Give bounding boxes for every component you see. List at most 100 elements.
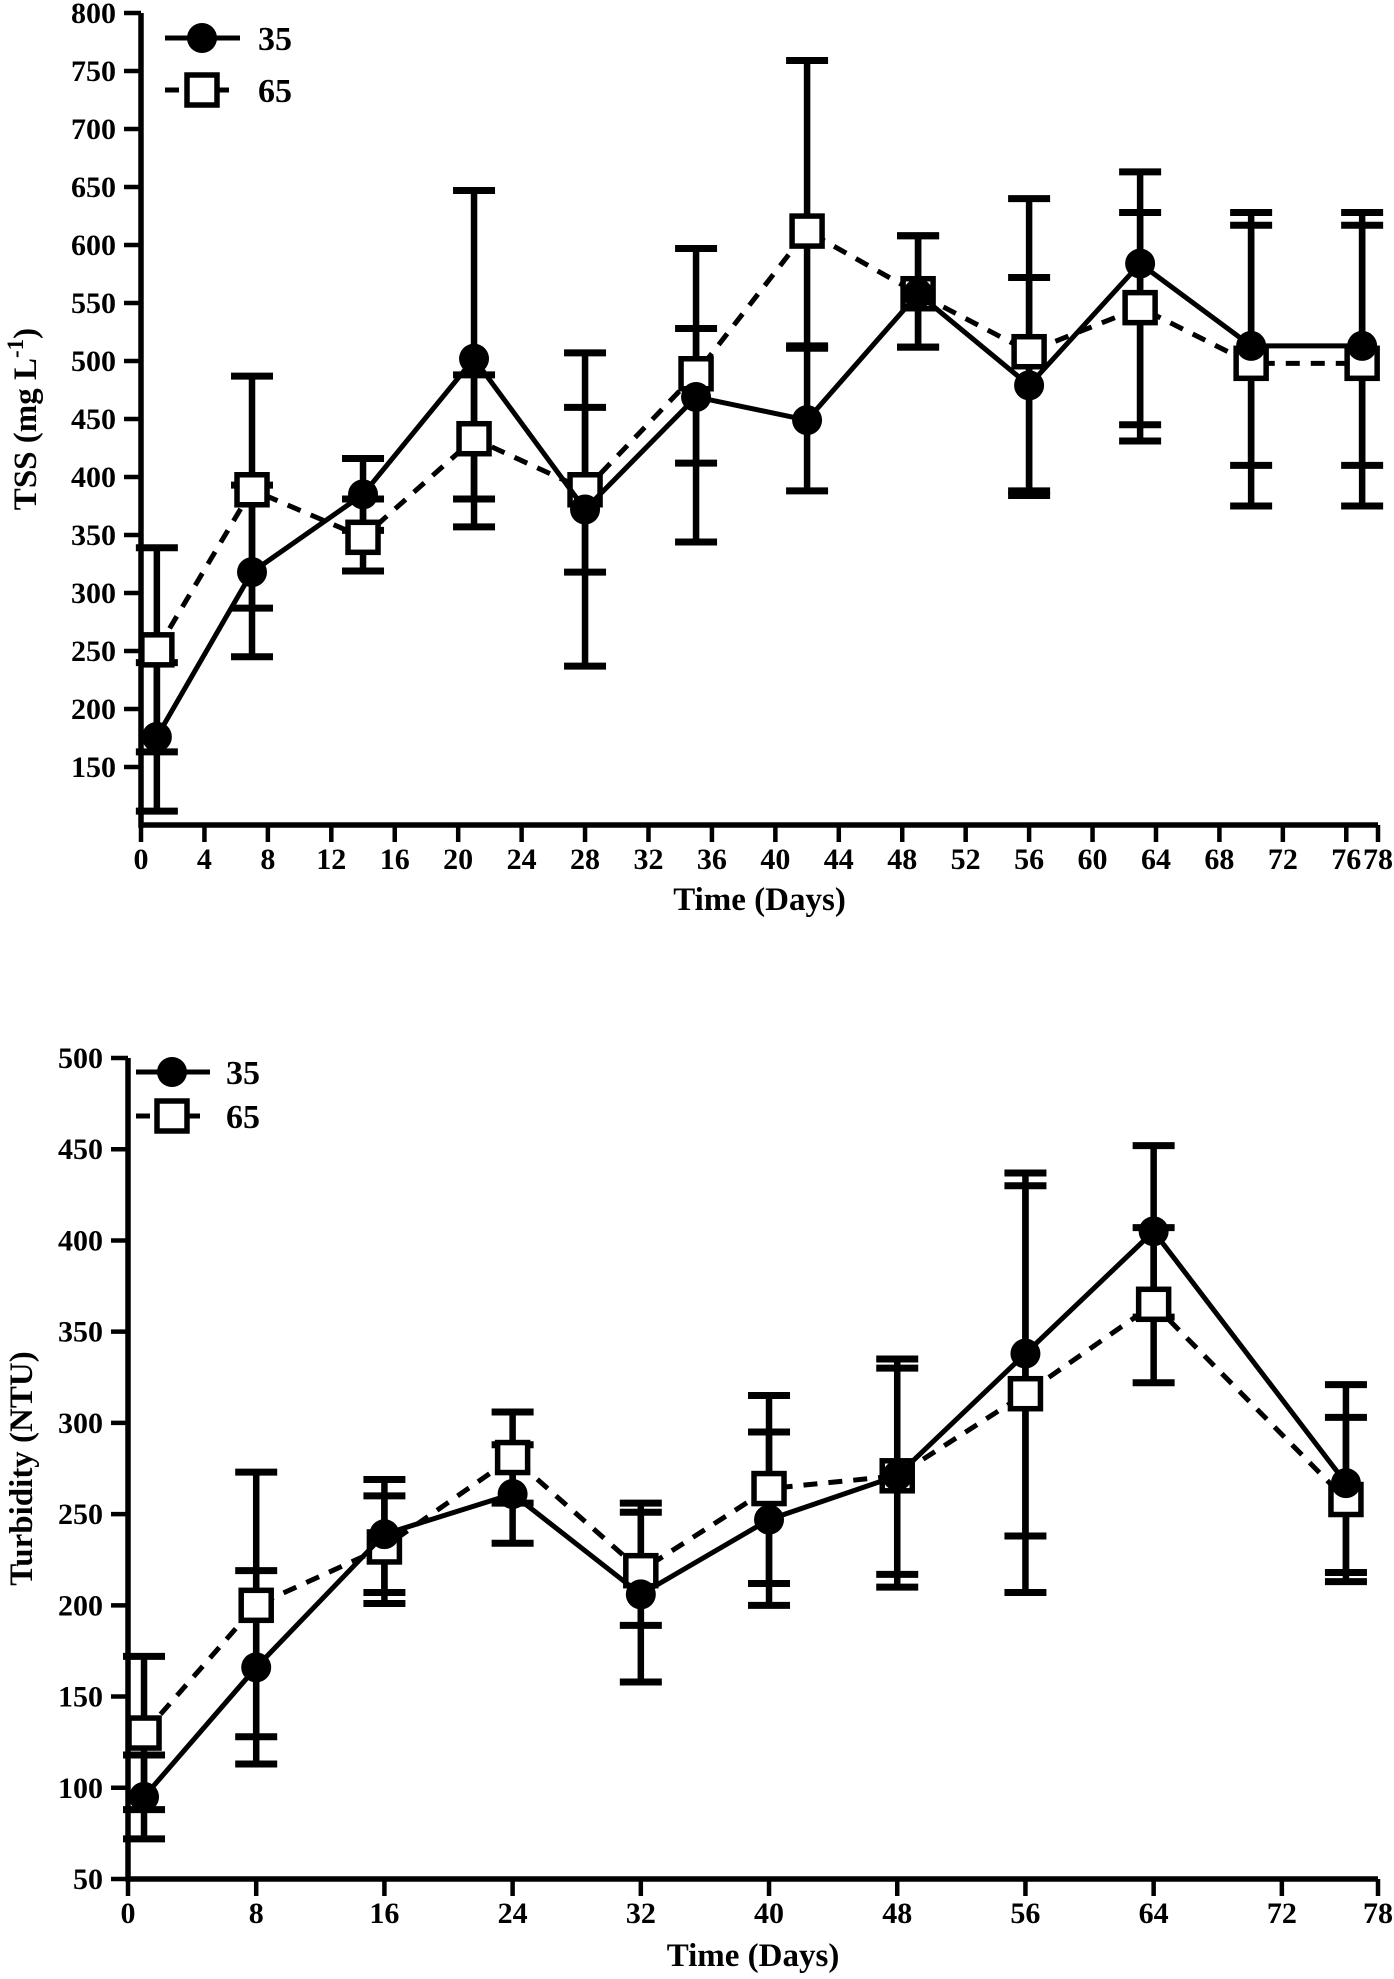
marker-filled-circle bbox=[1014, 370, 1045, 401]
x-tick-label: 56 bbox=[1010, 1897, 1040, 1930]
marker-filled-circle bbox=[241, 1652, 272, 1683]
y-tick-label: 350 bbox=[71, 519, 116, 552]
marker-open-square bbox=[1011, 333, 1047, 370]
x-tick-label: 20 bbox=[443, 843, 473, 876]
x-tick-label: 64 bbox=[1141, 843, 1171, 876]
marker-open-square bbox=[345, 519, 381, 556]
tss-chart: 0 4 8 12 16 20 24 28 32 36 40 44 48 52 56 60 64 68 72 76 781… bbox=[3, 0, 1393, 918]
marker-filled-circle bbox=[882, 1460, 913, 1491]
x-tick-label: 24 bbox=[498, 1897, 528, 1930]
marker-open-square bbox=[126, 1715, 162, 1751]
marker-filled-circle bbox=[625, 1579, 656, 1610]
x-tick-label: 8 bbox=[249, 1897, 264, 1930]
y-tick-label: 400 bbox=[58, 1224, 103, 1257]
y-tick-label: 50 bbox=[73, 1863, 103, 1896]
y-tick-label: 150 bbox=[58, 1681, 103, 1714]
x-axis-title: Time (Days) bbox=[673, 882, 846, 918]
series-line-65 bbox=[142, 1301, 1348, 1735]
legend-label: 35 bbox=[226, 1055, 260, 1092]
marker-open-square bbox=[494, 1439, 531, 1476]
marker-open-square bbox=[238, 1587, 274, 1624]
marker-filled-circle bbox=[792, 405, 823, 436]
x-tick-label: 0 bbox=[121, 1897, 136, 1930]
y-tick-label: 650 bbox=[71, 171, 116, 204]
error-bar bbox=[786, 57, 829, 352]
y-axis-title: Turbidity (NTU) bbox=[4, 1351, 40, 1585]
y-tick-label: 400 bbox=[71, 461, 116, 494]
marker-filled-circle bbox=[1138, 1216, 1169, 1247]
x-tick-label: 16 bbox=[380, 843, 410, 876]
x-tick-label: 78 bbox=[1363, 1897, 1393, 1930]
x-tick-label: 72 bbox=[1268, 843, 1298, 876]
marker-filled-circle bbox=[1347, 330, 1378, 361]
x-tick-label: 68 bbox=[1204, 843, 1234, 876]
x-tick-label: 40 bbox=[754, 1897, 784, 1930]
x-tick-label: 16 bbox=[369, 1897, 399, 1930]
marker-open-square bbox=[184, 72, 220, 108]
marker-open-square bbox=[1122, 289, 1158, 326]
marker-filled-circle bbox=[570, 494, 601, 525]
marker-filled-circle bbox=[459, 343, 490, 374]
marker-filled-circle bbox=[1236, 330, 1267, 361]
y-tick-label: 450 bbox=[58, 1133, 103, 1166]
y-tick-label: 150 bbox=[71, 751, 116, 784]
marker-open-square bbox=[1135, 1286, 1172, 1323]
x-tick-label: 24 bbox=[507, 843, 537, 876]
x-tick-label: 48 bbox=[882, 1897, 912, 1930]
x-tick-label: 12 bbox=[316, 843, 346, 876]
x-tick-label: 60 bbox=[1078, 843, 1108, 876]
marker-filled-circle bbox=[497, 1479, 528, 1510]
x-tick-label: 32 bbox=[626, 1897, 656, 1930]
marker-open-square bbox=[234, 472, 270, 508]
x-axis-title: Time (Days) bbox=[667, 1938, 840, 1974]
series-line-65 bbox=[154, 227, 1363, 652]
y-tick-label: 250 bbox=[71, 635, 116, 668]
series-line-35 bbox=[154, 260, 1363, 739]
marker-filled-circle bbox=[754, 1504, 785, 1535]
y-tick-label: 700 bbox=[71, 113, 116, 146]
y-tick-label: 350 bbox=[58, 1316, 103, 1349]
marker-filled-circle bbox=[1125, 248, 1156, 279]
x-tick-label: 64 bbox=[1139, 1897, 1169, 1930]
legend-label: 65 bbox=[258, 73, 292, 110]
marker-open-square bbox=[456, 420, 492, 457]
turbidity-chart: 0 8 16 24 32 40 48 56 64 72 78 50 100 150 200 250 300 350… bbox=[4, 1042, 1393, 1974]
x-tick-label: 32 bbox=[633, 843, 663, 876]
x-tick-label: 0 bbox=[134, 843, 149, 876]
legend-label: 65 bbox=[226, 1099, 260, 1136]
y-tick-label: 750 bbox=[71, 55, 116, 88]
marker-open-square bbox=[139, 632, 175, 668]
x-tick-label: 4 bbox=[197, 843, 212, 876]
y-tick-label: 800 bbox=[71, 0, 116, 30]
marker-filled-circle bbox=[157, 1057, 187, 1087]
y-tick-label: 200 bbox=[58, 1589, 103, 1622]
x-tick-label: 72 bbox=[1267, 1897, 1297, 1930]
y-tick-label: 450 bbox=[71, 403, 116, 436]
y-tick-label: 550 bbox=[71, 287, 116, 320]
marker-filled-circle bbox=[187, 23, 217, 53]
x-tick-label: 36 bbox=[697, 843, 727, 876]
marker-open-square bbox=[1344, 345, 1380, 382]
marker-open-square bbox=[154, 1098, 190, 1134]
y-tick-label: 200 bbox=[71, 693, 116, 726]
x-tick-label: 8 bbox=[260, 843, 275, 876]
marker-filled-circle bbox=[129, 1781, 160, 1812]
x-tick-label: 56 bbox=[1014, 843, 1044, 876]
marker-filled-circle bbox=[141, 721, 172, 752]
marker-open-square bbox=[1007, 1375, 1044, 1412]
y-tick-label: 600 bbox=[71, 229, 116, 262]
marker-filled-circle bbox=[903, 278, 934, 309]
y-tick-label: 500 bbox=[71, 345, 116, 378]
y-tick-label: 300 bbox=[58, 1407, 103, 1440]
series-line-35 bbox=[142, 1227, 1348, 1799]
y-tick-label: 300 bbox=[71, 577, 116, 610]
x-tick-label: 76 bbox=[1331, 843, 1361, 876]
x-tick-label: 44 bbox=[824, 843, 854, 876]
y-tick-label: 100 bbox=[58, 1772, 103, 1805]
marker-filled-circle bbox=[369, 1519, 400, 1550]
x-tick-label: 78 bbox=[1363, 843, 1393, 876]
marker-filled-circle bbox=[1330, 1468, 1361, 1499]
x-tick-label: 40 bbox=[760, 843, 790, 876]
